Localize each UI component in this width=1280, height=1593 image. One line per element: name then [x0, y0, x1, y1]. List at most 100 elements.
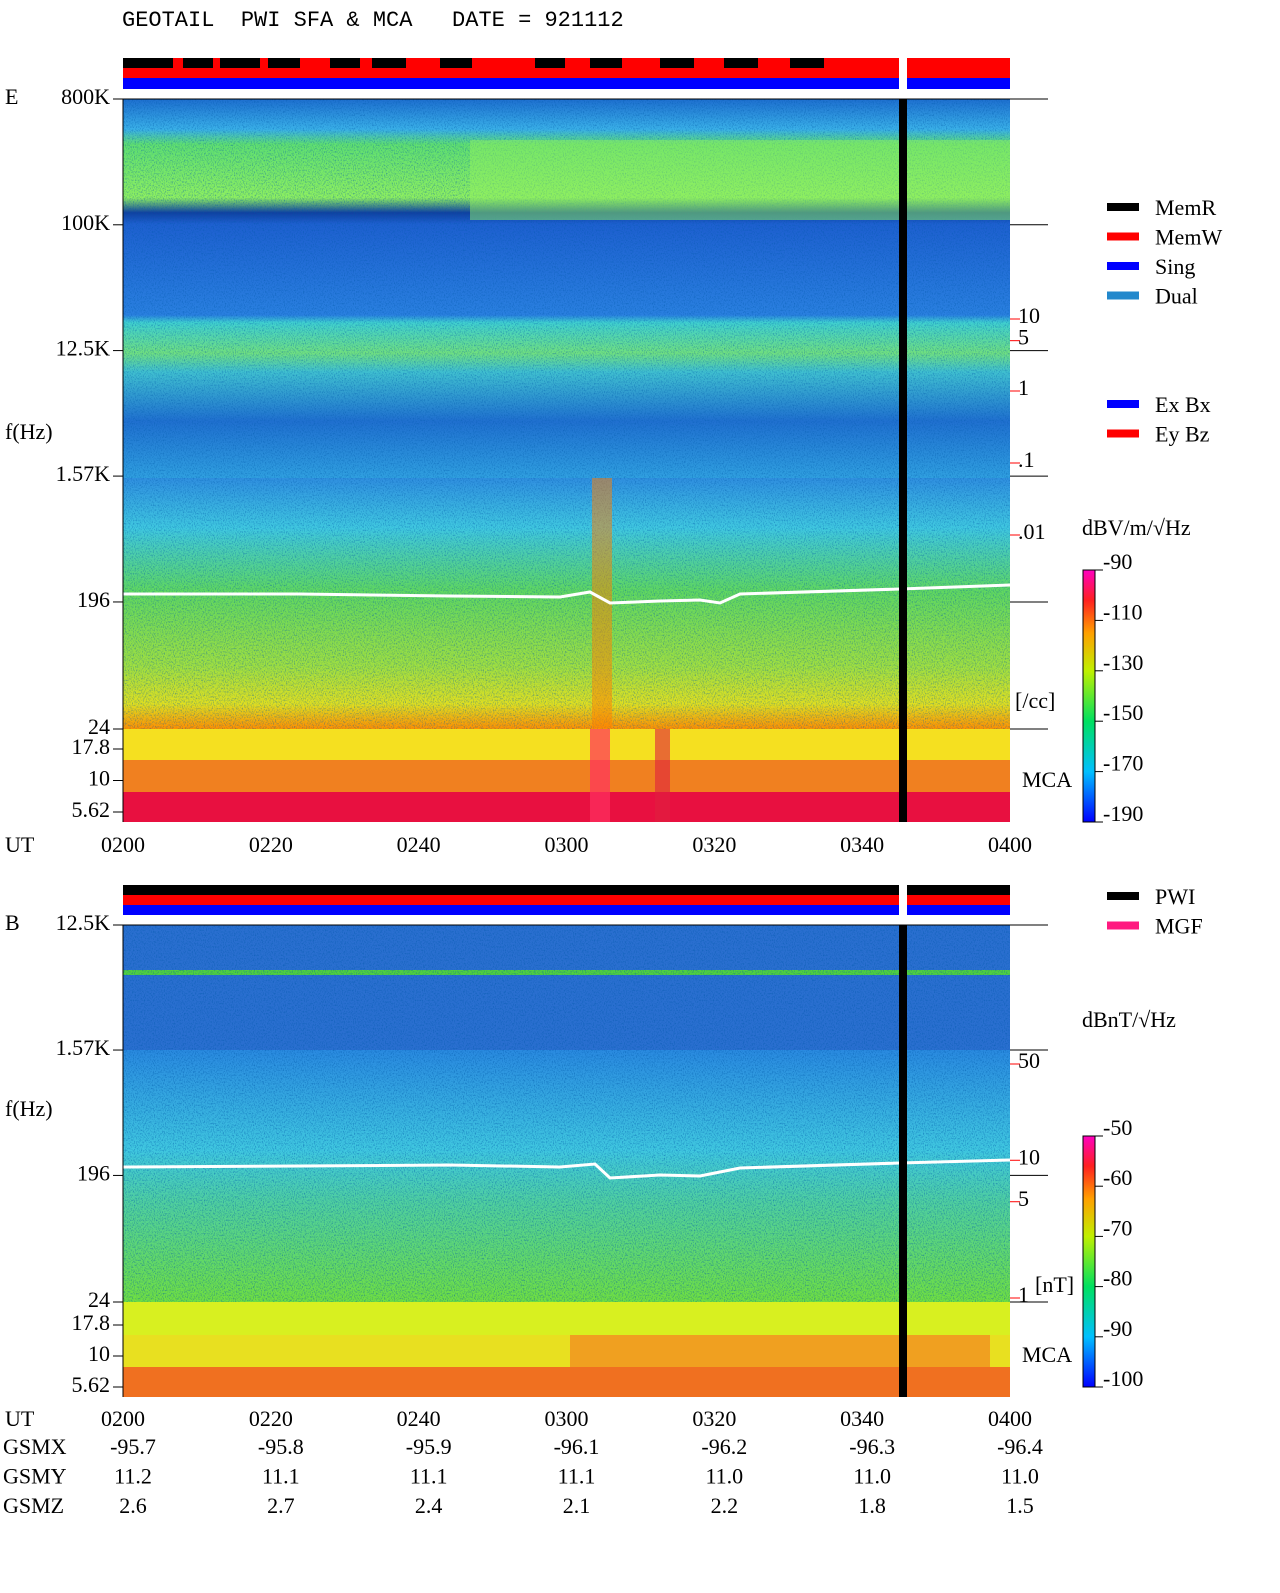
scale2-tick-label: 5 — [1018, 1186, 1029, 1211]
legend-swatch — [1107, 892, 1139, 900]
x-tick-label: 0200 — [101, 832, 145, 857]
y-tick-label: 196 — [77, 587, 110, 612]
legend-swatch — [1107, 400, 1139, 408]
orbit-value: 1.5 — [1006, 1493, 1034, 1518]
orbit-value: 2.7 — [267, 1493, 295, 1518]
x-tick-label: 0200 — [101, 1406, 145, 1431]
title: GEOTAIL PWI SFA & MCA DATE = 921112 — [122, 8, 624, 33]
legend-swatch — [1107, 232, 1139, 241]
legend-label: Sing — [1155, 254, 1195, 279]
y-axis-label: f(Hz) — [5, 419, 53, 444]
y-axis-label: f(Hz) — [5, 1096, 53, 1121]
colorbar-tick-label: -90 — [1103, 1316, 1132, 1341]
spectrogram-b — [122, 925, 1011, 1397]
x-tick-label: 0240 — [397, 832, 441, 857]
colorbar — [1082, 569, 1096, 823]
colorbar-label: dBV/m/√Hz — [1082, 515, 1191, 540]
orbit-row-label: GSMZ — [3, 1493, 64, 1518]
legend-swatch — [1107, 291, 1139, 300]
x-tick-label: 0340 — [840, 832, 884, 857]
legend-swatch — [1107, 262, 1139, 270]
x-tick-label: 0240 — [397, 1406, 441, 1431]
legend-label: MemR — [1155, 195, 1216, 220]
mca-tick-label: 17.8 — [72, 1310, 111, 1335]
orbit-value: -96.3 — [849, 1434, 895, 1459]
orbit-value: 11.0 — [853, 1464, 891, 1489]
orbit-value: 11.0 — [1001, 1464, 1039, 1489]
y-tick-label: 1.57K — [56, 1035, 111, 1060]
colorbar — [1082, 1135, 1096, 1388]
colorbar-tick-label: -60 — [1103, 1165, 1132, 1190]
orbit-value: -95.9 — [406, 1434, 452, 1459]
scale2-tick-label: 10 — [1018, 1144, 1040, 1169]
y-tick-label: 196 — [77, 1160, 110, 1185]
orbit-row-label: GSMX — [3, 1434, 67, 1459]
scale2-tick-label: .1 — [1018, 447, 1035, 472]
orbit-value: 2.4 — [415, 1493, 443, 1518]
orbit-value: -96.1 — [554, 1434, 600, 1459]
colorbar-tick-label: -130 — [1103, 650, 1143, 675]
y-tick-label: 1.57K — [56, 461, 111, 486]
orbit-value: 11.1 — [558, 1464, 596, 1489]
orbit-value: 11.1 — [410, 1464, 448, 1489]
legend-label: Ex Bx — [1155, 392, 1211, 417]
scale2-tick-label: 10 — [1018, 303, 1040, 328]
colorbar-tick-label: -90 — [1103, 549, 1132, 574]
colorbar-tick-label: -70 — [1103, 1215, 1132, 1240]
mca-label: MCA — [1022, 1342, 1072, 1367]
data-gap — [899, 99, 907, 1397]
legend-label: MemW — [1155, 225, 1222, 250]
y-tick-label: 12.5K — [56, 910, 111, 935]
x-tick-label: 0340 — [840, 1406, 884, 1431]
orbit-value: -96.2 — [701, 1434, 747, 1459]
orbit-value: 1.8 — [858, 1493, 886, 1518]
x-tick-label: 0300 — [545, 1406, 589, 1431]
orbit-value: 2.6 — [119, 1493, 147, 1518]
mca-tick-label: 17.8 — [72, 734, 111, 759]
x-tick-label: 0400 — [988, 832, 1032, 857]
mca-tick-label: 5.62 — [72, 1372, 111, 1397]
scale2-tick-label: 1 — [1018, 1282, 1029, 1307]
legend-swatch — [1107, 921, 1139, 930]
colorbar-tick-label: -100 — [1103, 1366, 1143, 1391]
orbit-value: 11.1 — [262, 1464, 300, 1489]
x-tick-label: 0400 — [988, 1406, 1032, 1431]
mca-tick-label: 10 — [88, 766, 110, 791]
y-tick-label: 800K — [61, 84, 110, 109]
scale2-tick-label: 50 — [1018, 1048, 1040, 1073]
x-axis-label: UT — [5, 1406, 35, 1431]
scale2-tick-label: 1 — [1018, 375, 1029, 400]
scale2-tick-label: 5 — [1018, 325, 1029, 350]
mca-tick-label: 5.62 — [72, 797, 111, 822]
scale2-tick-label: .01 — [1018, 519, 1046, 544]
mca-tick-label: 10 — [88, 1341, 110, 1366]
colorbar-tick-label: -50 — [1103, 1115, 1132, 1140]
legend-label: Ey Bz — [1155, 422, 1210, 447]
colorbar-label: dBnT/√Hz — [1082, 1007, 1176, 1032]
mca-label: MCA — [1022, 767, 1072, 792]
colorbar-tick-label: -150 — [1103, 700, 1143, 725]
legend-label: MGF — [1155, 914, 1203, 939]
orbit-value: -96.4 — [997, 1434, 1043, 1459]
orbit-value: 2.2 — [711, 1493, 739, 1518]
y-tick-label: 24 — [88, 1287, 110, 1312]
legend-label: Dual — [1155, 284, 1198, 309]
spectrogram-e — [123, 99, 1011, 822]
orbit-value: -95.7 — [110, 1434, 156, 1459]
legend-swatch — [1107, 203, 1139, 211]
x-tick-label: 0220 — [249, 1406, 293, 1431]
y-tick-label: 24 — [88, 714, 110, 739]
legend-swatch — [1107, 429, 1139, 438]
x-tick-label: 0220 — [249, 832, 293, 857]
scale2-unit: [nT] — [1035, 1272, 1074, 1297]
orbit-value: 11.0 — [705, 1464, 743, 1489]
x-tick-label: 0300 — [545, 832, 589, 857]
panel-label: B — [5, 910, 20, 935]
panel-label: E — [5, 84, 18, 109]
orbit-value: 2.1 — [563, 1493, 591, 1518]
scale2-unit: [/cc] — [1015, 688, 1055, 713]
y-tick-label: 100K — [61, 210, 110, 235]
colorbar-tick-label: -110 — [1103, 599, 1143, 624]
x-axis-label: UT — [5, 832, 35, 857]
